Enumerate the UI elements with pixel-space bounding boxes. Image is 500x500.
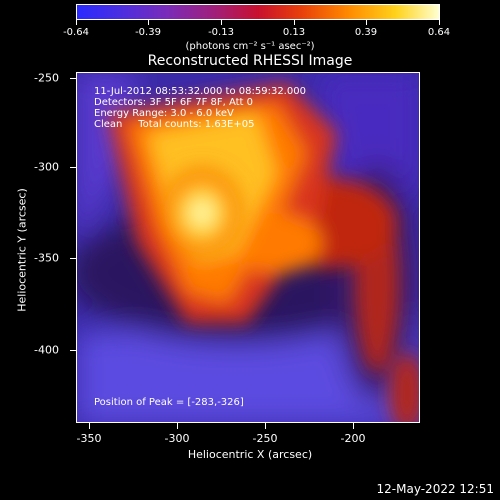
y-tick-label: -400	[34, 343, 59, 357]
x-axis-label: Heliocentric X (arcsec)	[187, 448, 313, 461]
colorbar-tick	[294, 20, 295, 25]
x-tick	[265, 423, 266, 429]
colorbar-tick	[148, 20, 149, 25]
y-tick-label: -300	[34, 160, 59, 174]
x-tick	[353, 423, 354, 429]
x-tick	[177, 423, 178, 429]
colorbar-tick-label: 0.39	[354, 27, 378, 38]
y-tick-label: -250	[34, 71, 59, 85]
observation-time: 11-Jul-2012 08:53:32.000 to 08:59:32.000	[94, 86, 306, 97]
x-tick-label: -350	[76, 432, 102, 445]
detectors: Detectors: 3F 5F 6F 7F 8F, Att 0	[94, 97, 254, 108]
render-date: 12-May-2022 12:51	[376, 482, 494, 496]
colorbar-tick	[221, 20, 222, 25]
energy-range: Energy Range: 3.0 - 6.0 keV	[94, 108, 234, 119]
y-tick	[70, 258, 76, 259]
colorbar-units: (photons cm⁻² s⁻¹ asec⁻²)	[185, 41, 315, 52]
colorbar-tick-label: 0.13	[282, 27, 306, 38]
colorbar-tick	[366, 20, 367, 25]
y-tick	[70, 350, 76, 351]
total-counts: Clean Total counts: 1.63E+05	[94, 119, 255, 130]
solar-image	[76, 72, 420, 423]
colorbar-tick	[439, 20, 440, 25]
flare-map	[77, 73, 419, 422]
image-title: Reconstructed RHESSI Image	[147, 53, 353, 69]
x-tick-label: -200	[340, 432, 366, 445]
y-tick	[70, 167, 76, 168]
y-axis-label: Heliocentric Y (arcsec)	[15, 188, 29, 312]
peak-position: Position of Peak = [-283,-326]	[94, 397, 244, 408]
y-tick	[70, 78, 76, 79]
colorbar-tick-label: -0.13	[208, 27, 234, 38]
colorbar-tick	[76, 20, 77, 25]
x-tick-label: -300	[164, 432, 190, 445]
colorbar-tick-label: -0.39	[135, 27, 161, 38]
x-tick	[89, 423, 90, 429]
colorbar	[76, 4, 440, 20]
colorbar-tick-label: -0.64	[63, 27, 89, 38]
colorbar-tick-label: 0.64	[427, 27, 451, 38]
y-tick-label: -350	[34, 251, 59, 265]
x-tick-label: -250	[252, 432, 278, 445]
